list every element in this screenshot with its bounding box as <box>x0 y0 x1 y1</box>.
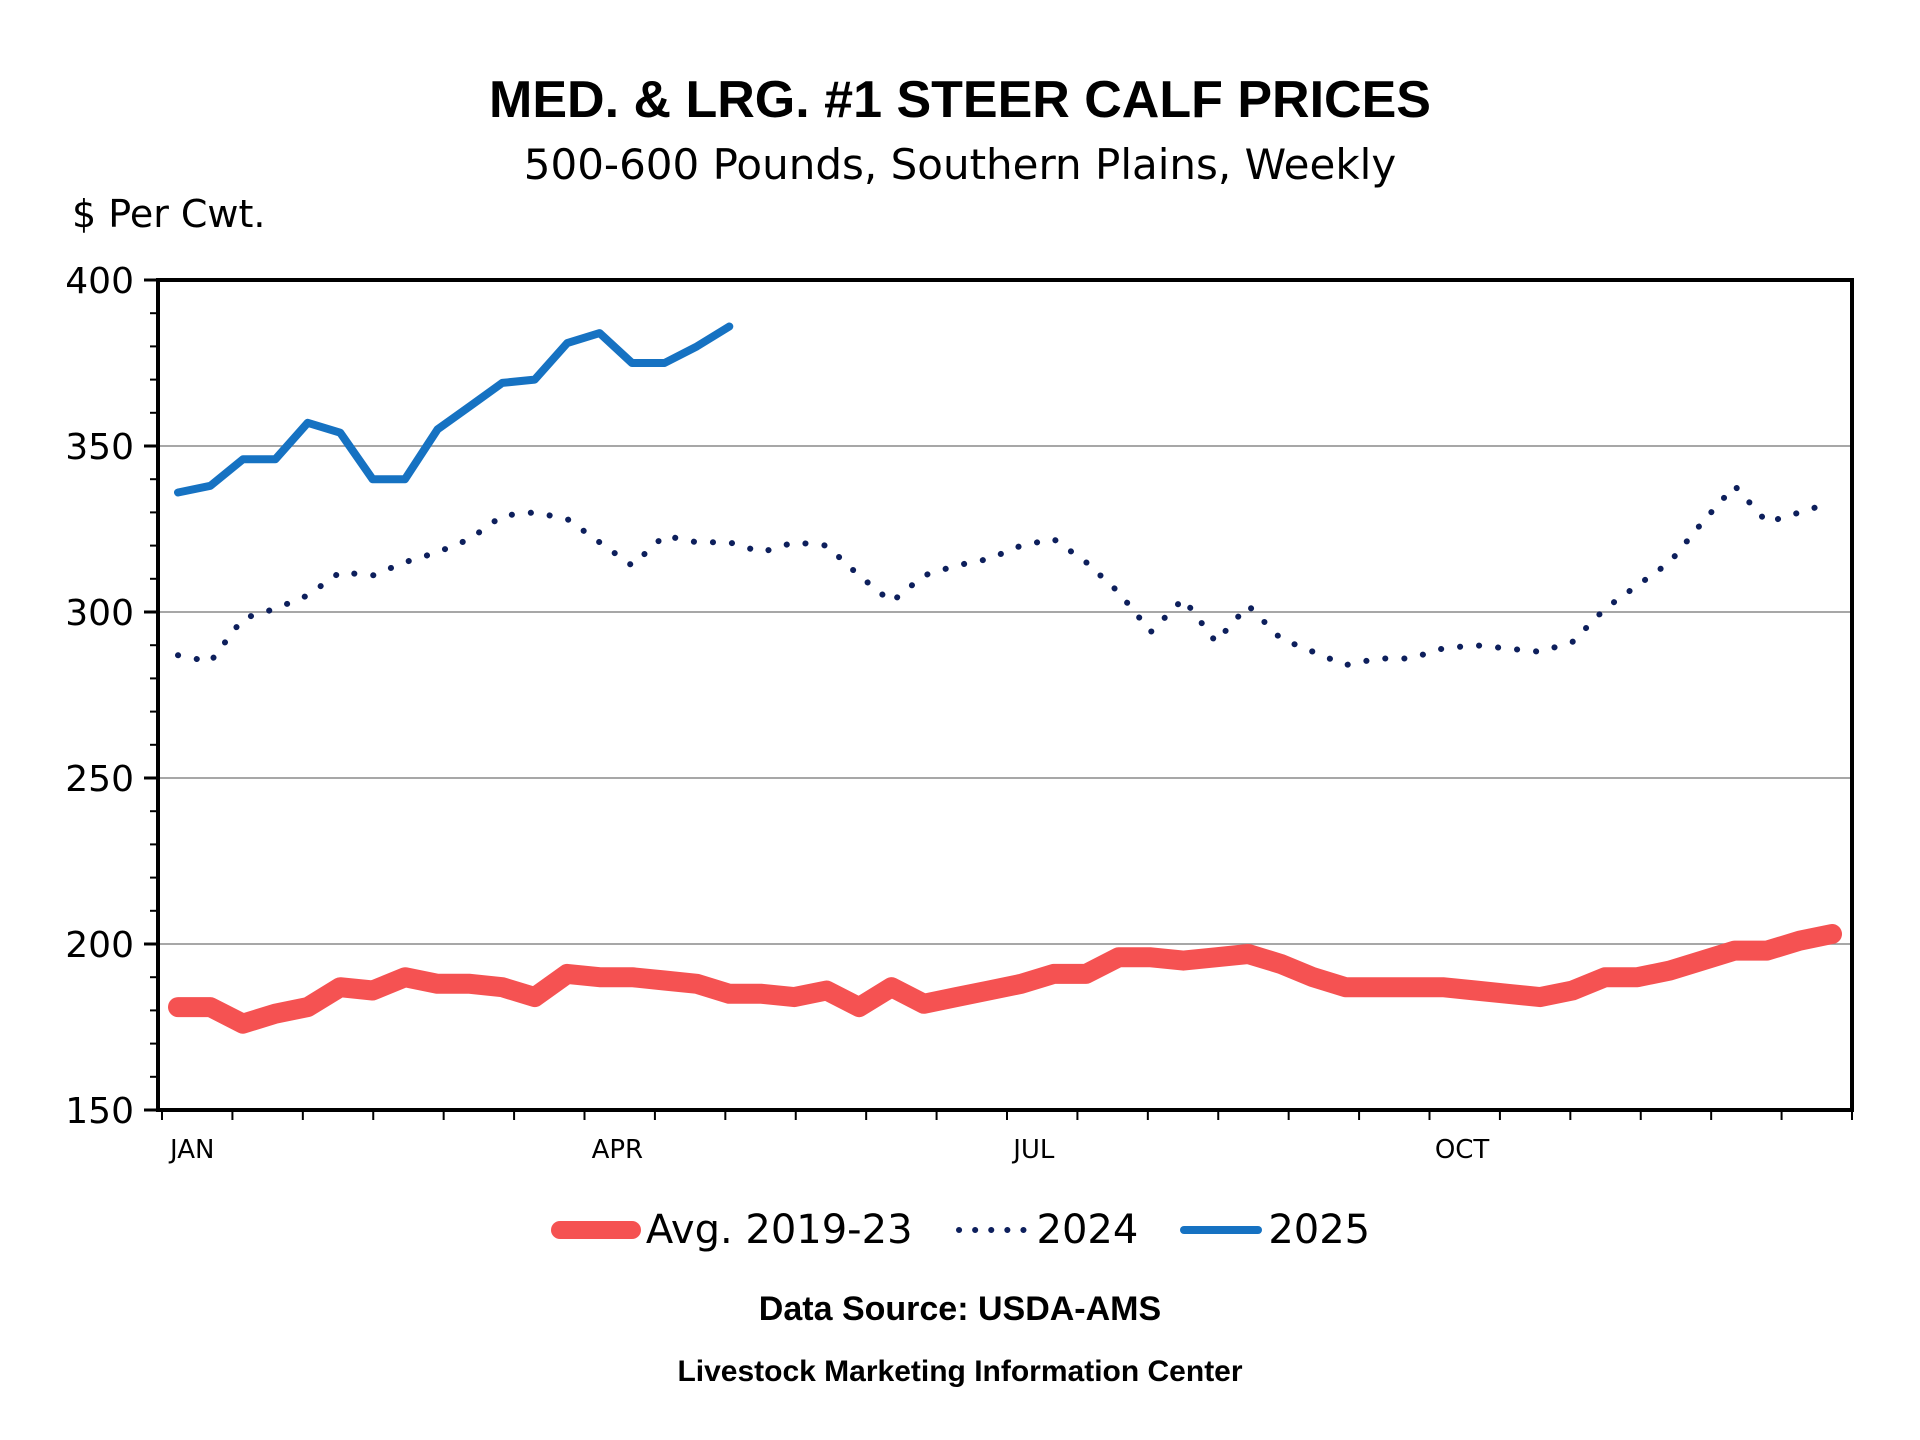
y-tick-label: 400 <box>65 261 134 302</box>
series-line-2 <box>174 322 734 497</box>
y-tick-label: 200 <box>65 925 134 966</box>
gridlines <box>158 445 1852 945</box>
series-line-0 <box>168 924 1842 1034</box>
plot-frame <box>156 278 1854 1112</box>
legend-swatch-2025 <box>1180 1226 1263 1234</box>
y-tick-label: 250 <box>65 759 134 800</box>
x-tick-label: JAN <box>168 1135 214 1165</box>
series-lines <box>168 322 1842 1034</box>
legend-item-2025: 2025 <box>1178 1207 1370 1253</box>
legend-label-2024: 2024 <box>1036 1207 1139 1253</box>
legend-item-avg: Avg. 2019-23 <box>550 1207 913 1253</box>
chart-subtitle: 500-600 Pounds, Southern Plains, Weekly <box>523 140 1397 189</box>
price-line-chart: 150 200 250 300 350 400 JAN APR JUL OCT <box>65 261 1854 1165</box>
y-tick-label: 350 <box>65 427 134 468</box>
legend: Avg. 2019-23 2024 2025 <box>0 1200 1920 1260</box>
legend-swatch-avg <box>550 1221 641 1239</box>
x-tick-label: OCT <box>1435 1135 1490 1165</box>
data-source: Data Source: USDA-AMS <box>758 1290 1162 1328</box>
x-tick-label: APR <box>592 1135 644 1165</box>
legend-label-2025: 2025 <box>1268 1207 1371 1253</box>
legend-swatch-2024 <box>955 1227 1032 1233</box>
credit-line: Livestock Marketing Information Center <box>677 1355 1243 1388</box>
y-tick-label: 150 <box>65 1091 134 1132</box>
y-tick-label: 300 <box>65 593 134 634</box>
axis-labels: 150 200 250 300 350 400 JAN APR JUL OCT <box>65 261 1489 1165</box>
y-axis-unit-label: $ Per Cwt. <box>72 192 266 236</box>
x-tick-label: JUL <box>1011 1135 1055 1165</box>
axis-ticks <box>144 278 1853 1120</box>
legend-item-2024: 2024 <box>953 1207 1139 1253</box>
legend-label-avg: Avg. 2019-23 <box>645 1207 913 1253</box>
chart-title: MED. & LRG. #1 STEER CALF PRICES <box>489 71 1431 129</box>
series-line-1 <box>175 482 1835 669</box>
